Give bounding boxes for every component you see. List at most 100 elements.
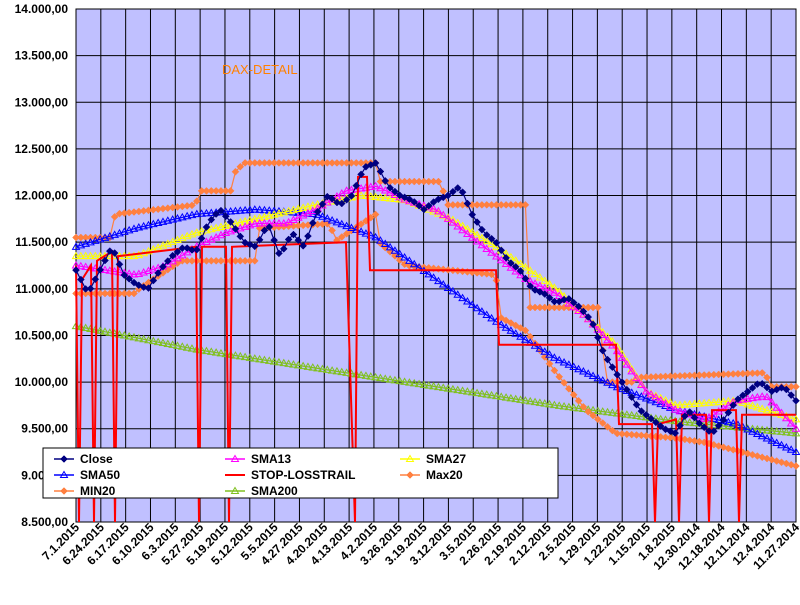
point-sma200 [177, 342, 187, 350]
point-sma50 [767, 436, 777, 444]
point-close [144, 284, 153, 292]
point-close [487, 234, 496, 243]
point-sma200 [356, 370, 366, 379]
point-sma13 [380, 186, 390, 194]
point-sma200 [366, 372, 376, 380]
point-sma13 [598, 330, 608, 338]
legend-marker-min20 [60, 487, 68, 495]
point-sma200 [550, 400, 559, 409]
point-min20 [555, 372, 564, 381]
point-close [792, 396, 800, 405]
point-close [275, 249, 283, 258]
point-sma200 [173, 341, 182, 349]
legend-marker-sma50 [59, 470, 69, 478]
y-tick-label: 9.500,00 [21, 422, 68, 436]
point-sma50 [139, 221, 149, 230]
point-sma13 [376, 183, 385, 192]
point-min20 [642, 431, 651, 440]
point-sma13 [429, 204, 438, 212]
point-sma200 [419, 380, 429, 388]
point-close [352, 181, 361, 190]
point-sma50 [409, 259, 419, 268]
point-sma50 [129, 224, 139, 232]
point-close [91, 275, 100, 284]
point-sma50 [540, 347, 550, 355]
point-close [463, 199, 472, 208]
point-close [154, 269, 163, 277]
point-min20 [661, 433, 670, 442]
point-min20 [550, 366, 559, 375]
point-sma50 [781, 443, 791, 451]
point-sma200 [105, 328, 115, 336]
point-sma13 [434, 206, 443, 215]
point-max20 [434, 177, 443, 186]
point-sma200 [477, 389, 487, 397]
point-sma13 [786, 418, 796, 427]
point-sma50 [429, 273, 438, 281]
legend-label-sma200: SMA200 [251, 484, 298, 498]
point-min20 [579, 402, 588, 411]
point-close [192, 245, 201, 254]
point-close [589, 320, 597, 329]
point-sma200 [448, 384, 458, 393]
point-min20 [637, 431, 646, 440]
point-sma27 [206, 224, 216, 233]
point-sma13 [76, 261, 86, 270]
point-sma50 [153, 218, 163, 227]
point-sma27 [289, 205, 298, 214]
point-sma50 [376, 236, 385, 244]
point-close [381, 177, 390, 185]
point-close [574, 302, 583, 311]
point-close [700, 423, 709, 432]
point-sma27 [748, 401, 757, 409]
point-close [453, 184, 462, 192]
point-sma27 [477, 233, 487, 242]
legend-label-sma27: SMA27 [426, 452, 466, 466]
point-sma50 [250, 205, 260, 213]
point-sma200 [598, 407, 608, 415]
point-close [627, 393, 636, 402]
point-sma13 [342, 186, 351, 194]
point-sma13 [545, 285, 554, 294]
point-sma13 [366, 182, 376, 191]
point-sma13 [356, 184, 366, 192]
point-sma50 [511, 329, 521, 337]
point-close [115, 260, 124, 269]
point-sma50 [777, 440, 786, 449]
point-sma50 [583, 369, 593, 377]
point-sma200 [318, 364, 327, 373]
point-sma200 [434, 382, 443, 391]
point-sma50 [786, 445, 796, 453]
point-sma200 [289, 360, 298, 368]
point-max20 [226, 187, 235, 195]
point-sma200 [414, 379, 424, 388]
point-max20 [758, 369, 767, 377]
point-close [130, 278, 138, 287]
point-sma200 [322, 365, 332, 373]
point-sma13 [260, 219, 269, 227]
point-sma13 [781, 413, 791, 422]
point-close [318, 200, 327, 209]
point-close [313, 207, 322, 216]
point-close [709, 427, 718, 436]
point-close [473, 218, 481, 226]
y-tick-label: 12.000,00 [15, 189, 69, 203]
point-close [260, 226, 269, 235]
point-close [347, 192, 356, 200]
point-sma13 [482, 244, 492, 252]
point-min20 [618, 430, 626, 438]
point-sma27 [530, 269, 540, 278]
point-sma50 [405, 256, 414, 264]
point-min20 [589, 411, 597, 420]
point-sma27 [791, 414, 800, 423]
point-close [139, 283, 148, 291]
point-sma200 [463, 387, 472, 395]
point-close [502, 253, 510, 262]
point-close [76, 275, 85, 284]
point-sma27 [197, 227, 207, 235]
point-sma13 [665, 402, 675, 410]
point-sma27 [699, 398, 709, 407]
point-sma27 [211, 223, 221, 232]
point-sma50 [487, 313, 496, 322]
point-sma200 [564, 402, 574, 411]
